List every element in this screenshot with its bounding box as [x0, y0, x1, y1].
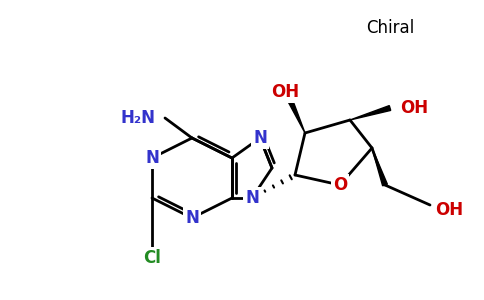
- Text: Cl: Cl: [143, 249, 161, 267]
- Text: N: N: [245, 189, 259, 207]
- Text: N: N: [253, 129, 267, 147]
- Text: N: N: [145, 149, 159, 167]
- Text: Chiral: Chiral: [366, 19, 414, 37]
- Text: O: O: [333, 176, 347, 194]
- Text: OH: OH: [400, 99, 428, 117]
- Polygon shape: [350, 106, 391, 120]
- Text: OH: OH: [435, 201, 463, 219]
- Polygon shape: [287, 99, 305, 133]
- Polygon shape: [372, 148, 387, 186]
- Text: N: N: [185, 209, 199, 227]
- Text: OH: OH: [271, 83, 299, 101]
- Text: H₂N: H₂N: [120, 109, 155, 127]
